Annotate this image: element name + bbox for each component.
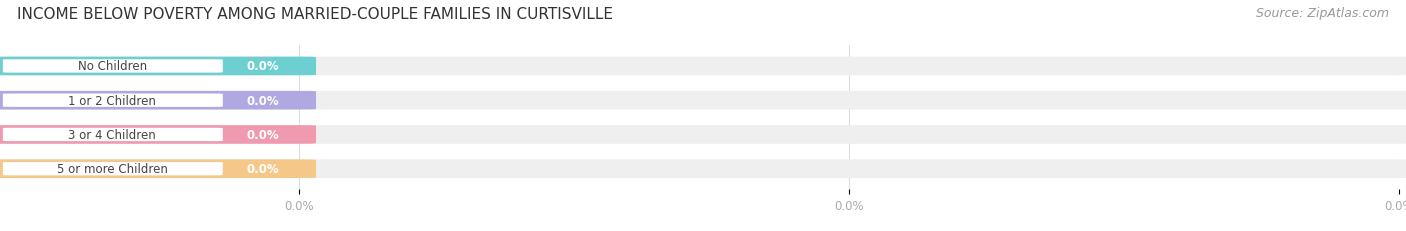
Text: 0.0%: 0.0% [246, 162, 278, 175]
FancyBboxPatch shape [0, 91, 316, 110]
Text: 1 or 2 Children: 1 or 2 Children [67, 94, 156, 107]
FancyBboxPatch shape [0, 57, 1406, 76]
Text: INCOME BELOW POVERTY AMONG MARRIED-COUPLE FAMILIES IN CURTISVILLE: INCOME BELOW POVERTY AMONG MARRIED-COUPL… [17, 7, 613, 22]
Text: 5 or more Children: 5 or more Children [56, 162, 167, 175]
Text: 0.0%: 0.0% [246, 60, 278, 73]
FancyBboxPatch shape [0, 126, 1406, 144]
Text: 0.0%: 0.0% [246, 128, 278, 141]
Text: Source: ZipAtlas.com: Source: ZipAtlas.com [1256, 7, 1389, 20]
FancyBboxPatch shape [0, 160, 1406, 178]
FancyBboxPatch shape [0, 126, 316, 144]
Text: 3 or 4 Children: 3 or 4 Children [69, 128, 156, 141]
FancyBboxPatch shape [3, 94, 222, 107]
Text: 0.0%: 0.0% [246, 94, 278, 107]
FancyBboxPatch shape [3, 162, 222, 176]
Text: No Children: No Children [77, 60, 146, 73]
FancyBboxPatch shape [3, 128, 222, 142]
FancyBboxPatch shape [0, 91, 1406, 110]
FancyBboxPatch shape [0, 160, 316, 178]
FancyBboxPatch shape [0, 57, 316, 76]
FancyBboxPatch shape [3, 60, 222, 73]
